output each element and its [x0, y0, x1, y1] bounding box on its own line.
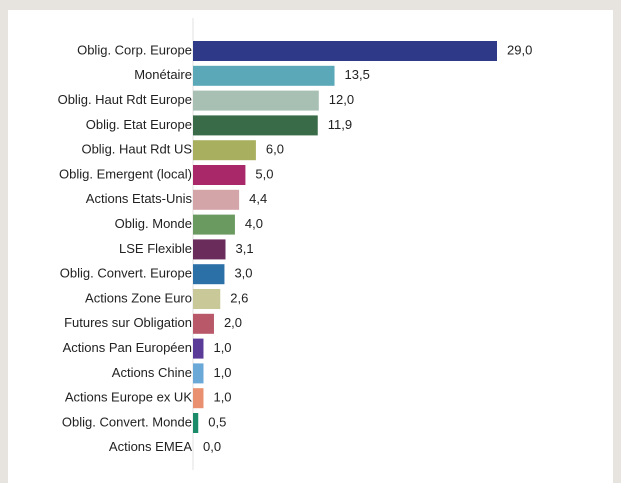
category-label: Actions Pan Européen [63, 340, 192, 355]
value-label: 3,0 [234, 266, 252, 281]
category-label: Oblig. Corp. Europe [77, 42, 192, 57]
value-label: 11,9 [328, 117, 352, 132]
bar [193, 189, 240, 210]
category-label: Actions Chine [112, 365, 192, 380]
bar [193, 388, 204, 409]
value-label: 4,0 [245, 216, 263, 231]
category-label: Actions Etats-Unis [86, 191, 193, 206]
value-label: 6,0 [266, 142, 284, 157]
bar [193, 165, 246, 185]
value-label: 3,1 [235, 241, 253, 256]
value-label: 4,4 [249, 191, 267, 206]
value-label: 13,5 [345, 67, 370, 82]
category-label: Actions EMEA [109, 439, 192, 454]
bar [193, 140, 256, 161]
bar [193, 65, 335, 86]
category-label: Futures sur Obligation [64, 315, 192, 330]
category-label: Oblig. Emergent (local) [59, 166, 192, 181]
bar [193, 338, 204, 359]
category-label: Oblig. Etat Europe [86, 117, 192, 132]
bar [193, 90, 319, 111]
category-label: Oblig. Monde [115, 216, 192, 231]
value-label: 29,0 [507, 42, 532, 57]
bar [193, 313, 214, 334]
category-label: Actions Zone Euro [85, 290, 192, 305]
value-label: 1,0 [213, 340, 231, 355]
value-label: 2,0 [224, 315, 242, 330]
category-label: Actions Europe ex UK [65, 390, 193, 405]
category-label: Monétaire [134, 67, 192, 82]
category-label: LSE Flexible [119, 241, 192, 256]
category-label: Oblig. Haut Rdt US [81, 142, 192, 157]
bar [193, 413, 199, 433]
bar [193, 264, 225, 285]
value-label: 2,6 [230, 290, 248, 305]
category-label: Oblig. Convert. Europe [60, 266, 192, 281]
value-label: 0,5 [208, 414, 226, 429]
category-label: Oblig. Haut Rdt Europe [58, 92, 192, 107]
bar [193, 363, 204, 384]
bar [193, 289, 221, 309]
value-label: 1,0 [213, 365, 231, 380]
category-label: Oblig. Convert. Monde [62, 414, 192, 429]
value-label: 1,0 [213, 390, 231, 405]
bar [193, 214, 235, 235]
bar [193, 115, 318, 136]
value-label: 5,0 [255, 166, 273, 181]
chart-panel [8, 10, 613, 483]
bar [193, 239, 226, 260]
value-label: 12,0 [329, 92, 354, 107]
value-label: 0,0 [203, 439, 221, 454]
bar [193, 41, 497, 61]
